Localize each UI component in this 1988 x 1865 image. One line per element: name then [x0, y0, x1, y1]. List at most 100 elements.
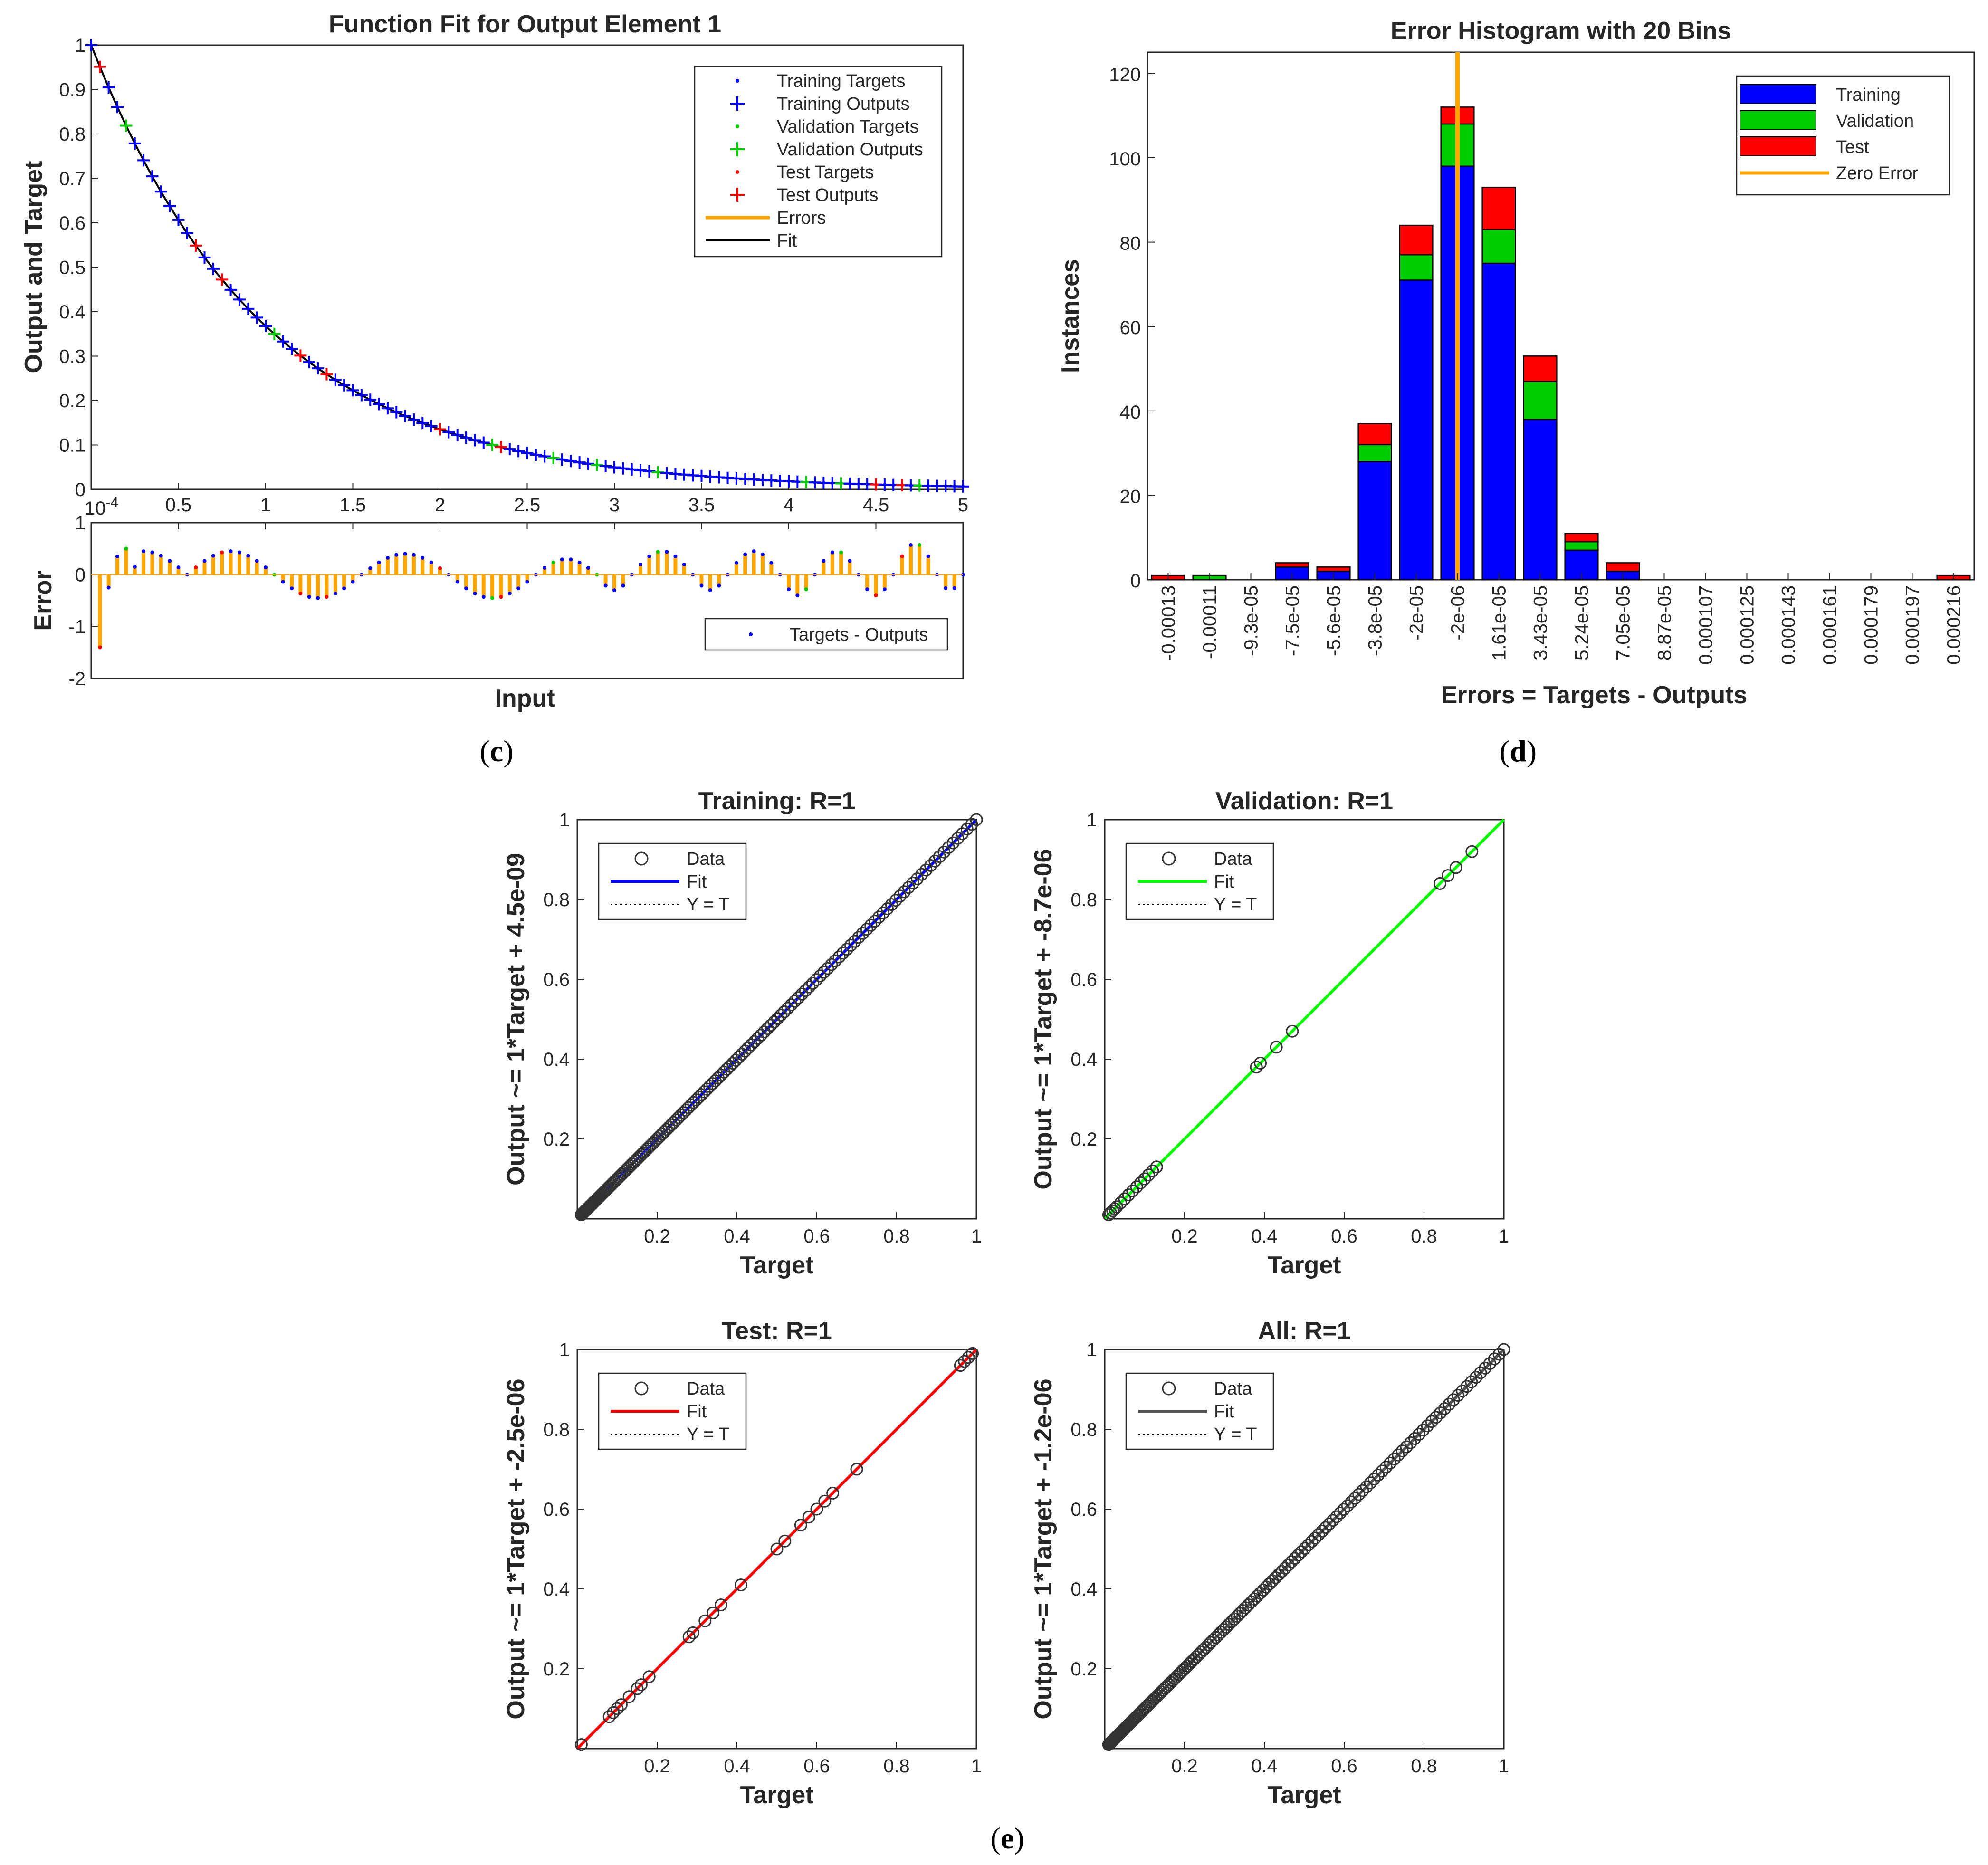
- training-target-marker: [473, 438, 477, 442]
- hist-bar-validation: [1357, 444, 1392, 462]
- hist-ytick-label: 120: [1109, 64, 1141, 85]
- training-target-marker: [368, 398, 372, 402]
- error-point: [612, 588, 616, 593]
- error-point: [429, 560, 433, 564]
- reg-all-xtick-label: 0.6: [1331, 1756, 1357, 1777]
- error-legend-box: [704, 618, 948, 651]
- error-point: [569, 557, 573, 562]
- reg-all-data-point: [1356, 1484, 1369, 1497]
- training-target-marker: [700, 474, 703, 478]
- reg-training-data-point: [872, 910, 886, 924]
- reg-all-data-point: [1185, 1655, 1198, 1668]
- hist-xticklabels: -0.00013 -0.00011 -9.3e-05 -7.5e-05 -5.6e-05…: [1158, 573, 1965, 665]
- reg-training-data-point: [761, 1022, 774, 1035]
- reg-training-data-point: [825, 958, 838, 971]
- reg-training-data-point: [836, 947, 850, 960]
- reg-all-data-point: [1392, 1448, 1405, 1462]
- hist-ticks: 0 20 40 60 80 100 120: [1109, 64, 1155, 592]
- error-point: [150, 550, 154, 555]
- error-ytick-label: 1: [75, 513, 86, 534]
- hist-bar-test: [1564, 533, 1599, 543]
- reg-training-data-point: [784, 998, 798, 1012]
- legend-test-targets-marker: [736, 170, 739, 174]
- training-target-marker: [430, 424, 433, 428]
- training-target-marker: [543, 455, 546, 459]
- reg-validation-data-point: [1138, 1172, 1151, 1186]
- reg-training-data-point: [788, 995, 802, 1008]
- training-target-marker: [909, 483, 913, 487]
- reg-validation-fit-line: [1103, 818, 1505, 1220]
- reg-test-data-point: [631, 1682, 644, 1695]
- caption-c: (c): [479, 734, 513, 768]
- training-target-marker: [482, 440, 486, 444]
- reg-all-data-point: [1456, 1384, 1469, 1397]
- legend-test-outputs: Test Outputs: [777, 185, 878, 205]
- error-point: [168, 559, 172, 563]
- hist-xtick-label: 3.43e-05: [1530, 585, 1551, 660]
- training-target-marker: [630, 468, 634, 471]
- reg-validation-xtick-label: 0.8: [1411, 1226, 1437, 1247]
- reg-test-data-point: [794, 1519, 807, 1532]
- test-target-marker: [325, 373, 328, 376]
- error-point: [682, 562, 686, 566]
- error-point: [333, 592, 337, 596]
- reg-all-data-point: [1309, 1531, 1322, 1545]
- reg-test-data-point: [966, 1347, 979, 1360]
- hist-xtick-label: -5.6e-05: [1324, 585, 1345, 656]
- reg-training-data-point: [778, 1005, 791, 1018]
- error-point: [865, 587, 870, 592]
- reg-test-data-point: [642, 1670, 656, 1683]
- reg-training-data-point: [748, 1035, 761, 1048]
- error-point: [115, 555, 120, 559]
- reg-test-data-point: [634, 1678, 648, 1692]
- fit-ytick-label: 0.7: [59, 169, 86, 190]
- reg-training-xtick-label: 1: [971, 1226, 982, 1247]
- reg-validation-data-point: [1130, 1180, 1143, 1194]
- reg-validation-data-point: [1106, 1204, 1119, 1217]
- error-point: [255, 559, 259, 563]
- error-axes-box: [90, 522, 964, 679]
- error-point: [202, 559, 207, 563]
- hist-xtick-label: -0.00013: [1158, 585, 1179, 660]
- training-target-marker: [639, 469, 642, 472]
- hist-ytick-label: 80: [1120, 233, 1141, 254]
- reg-all-data-point: [1139, 1701, 1153, 1714]
- caption-d: (d): [1500, 734, 1537, 768]
- error-point: [325, 595, 329, 599]
- hist-xtick-label: 0.000107: [1696, 585, 1717, 665]
- reg-test-ytick-label: 1: [559, 1339, 570, 1360]
- reg-test-ytick-label: 0.8: [543, 1419, 570, 1440]
- validation-target-marker: [804, 480, 808, 484]
- validation-target-marker: [595, 463, 599, 467]
- reg-all-data-point: [1465, 1375, 1478, 1388]
- reg-training-data-point: [924, 859, 937, 872]
- reg-all-data-point: [1326, 1514, 1339, 1527]
- training-target-marker: [944, 484, 947, 488]
- legend-training-targets-marker: [736, 79, 739, 83]
- error-point: [874, 593, 878, 598]
- reg-validation-xlabel: Target: [1267, 1252, 1341, 1279]
- error-point: [211, 554, 215, 558]
- hist-bar-test: [1606, 562, 1640, 572]
- reg-validation-ytick-label: 0.2: [1070, 1129, 1097, 1150]
- reg-all-data-point: [1275, 1565, 1289, 1578]
- reg-training-data-point: [656, 1127, 669, 1140]
- hist-xtick-label: -3.8e-05: [1365, 585, 1386, 656]
- reg-test-data-point: [707, 1606, 720, 1619]
- reg-all-data-point: [1416, 1424, 1430, 1437]
- reg-training-ytick-label: 1: [559, 810, 570, 831]
- training-target-marker: [769, 478, 773, 482]
- reg-all-data-point: [1345, 1495, 1358, 1509]
- reg-test-xtick-label: 0.6: [803, 1756, 830, 1777]
- error-ticks: -2 -1 0 1: [68, 513, 964, 689]
- training-target-marker: [377, 402, 381, 406]
- error-point: [176, 565, 181, 570]
- reg-training-title: Training: R=1: [698, 787, 856, 815]
- legend-errors: Errors: [777, 208, 826, 228]
- reg-test-data-point: [778, 1534, 792, 1548]
- error-point: [665, 550, 669, 554]
- reg-all-data-point: [1451, 1389, 1464, 1402]
- legend-validation-targets: Validation Targets: [777, 117, 919, 137]
- training-target-marker: [394, 411, 398, 414]
- reg-training-data-point: [651, 1132, 664, 1145]
